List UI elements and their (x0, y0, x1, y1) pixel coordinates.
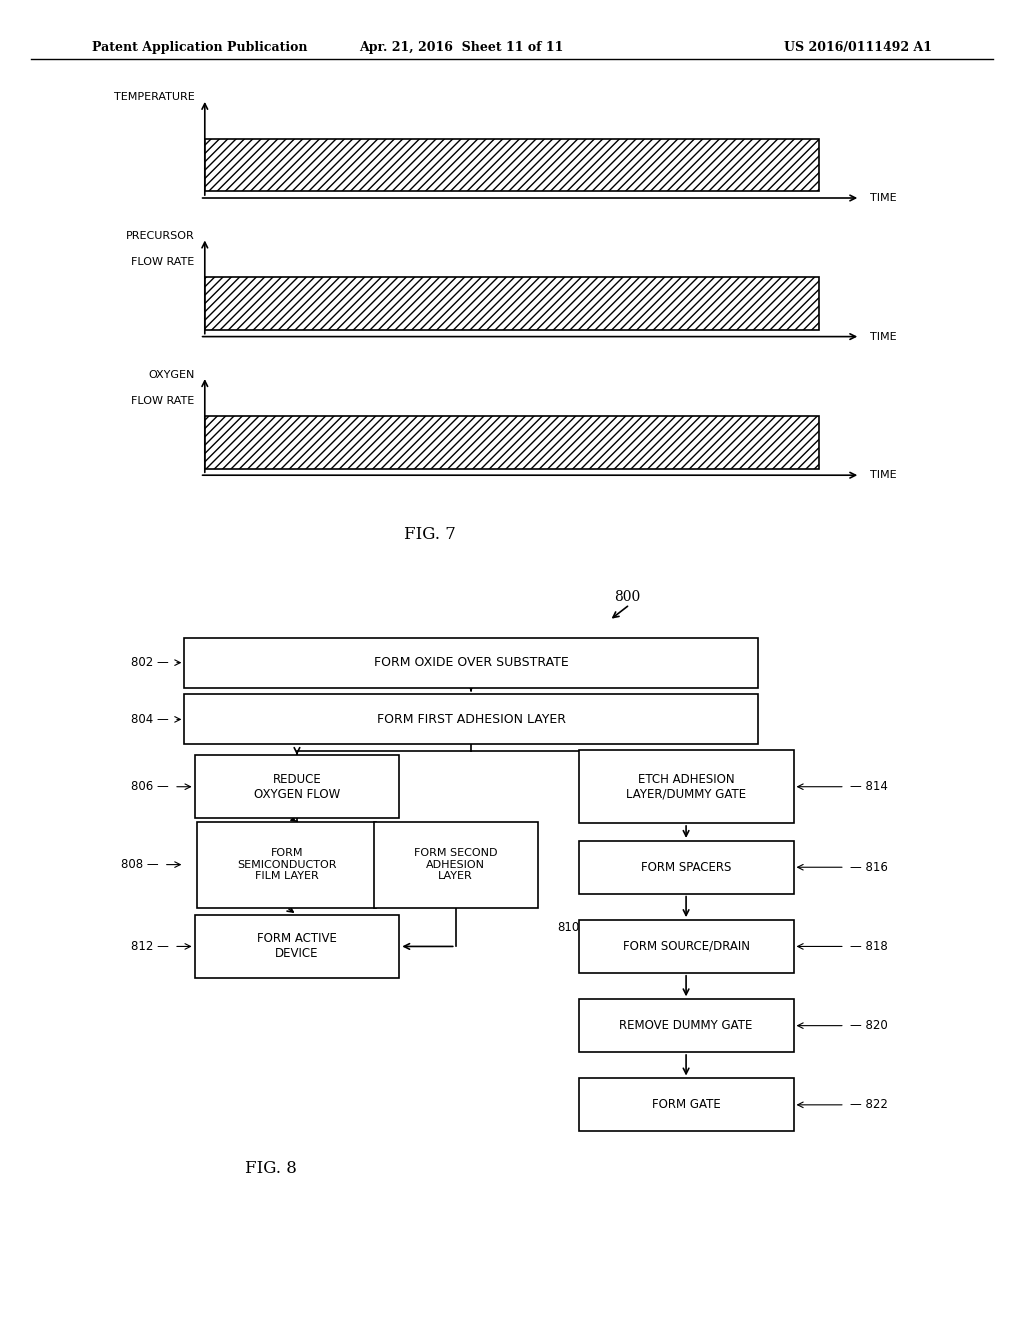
Text: — 820: — 820 (850, 1019, 888, 1032)
Text: FORM SECOND
ADHESION
LAYER: FORM SECOND ADHESION LAYER (414, 847, 498, 882)
Text: — 822: — 822 (850, 1098, 888, 1111)
Text: US 2016/0111492 A1: US 2016/0111492 A1 (783, 41, 932, 54)
Text: REDUCE
OXYGEN FLOW: REDUCE OXYGEN FLOW (254, 772, 340, 801)
Text: TEMPERATURE: TEMPERATURE (114, 92, 195, 103)
Text: FLOW RATE: FLOW RATE (131, 257, 195, 268)
FancyBboxPatch shape (374, 821, 538, 908)
Text: FIG. 7: FIG. 7 (404, 527, 456, 543)
Text: TIME: TIME (870, 470, 897, 480)
Text: Apr. 21, 2016  Sheet 11 of 11: Apr. 21, 2016 Sheet 11 of 11 (358, 41, 563, 54)
Text: TIME: TIME (870, 193, 897, 203)
Text: FORM ACTIVE
DEVICE: FORM ACTIVE DEVICE (257, 932, 337, 961)
Text: FORM SOURCE/DRAIN: FORM SOURCE/DRAIN (623, 940, 750, 953)
Text: 800: 800 (614, 590, 641, 603)
Text: FORM OXIDE OVER SUBSTRATE: FORM OXIDE OVER SUBSTRATE (374, 656, 568, 669)
Text: OXYGEN: OXYGEN (148, 370, 195, 380)
Text: 812 —: 812 — (131, 940, 169, 953)
FancyBboxPatch shape (579, 841, 794, 894)
Text: REMOVE DUMMY GATE: REMOVE DUMMY GATE (620, 1019, 753, 1032)
Text: 808 —: 808 — (121, 858, 159, 871)
Text: 810: 810 (557, 921, 580, 933)
Text: TIME: TIME (870, 331, 897, 342)
FancyBboxPatch shape (197, 821, 376, 908)
Bar (205, 416, 819, 469)
FancyBboxPatch shape (184, 638, 758, 688)
Text: FLOW RATE: FLOW RATE (131, 396, 195, 407)
Text: FIG. 8: FIG. 8 (246, 1160, 297, 1176)
Text: Patent Application Publication: Patent Application Publication (92, 41, 307, 54)
Text: 802 —: 802 — (131, 656, 169, 669)
Text: FORM FIRST ADHESION LAYER: FORM FIRST ADHESION LAYER (377, 713, 565, 726)
FancyBboxPatch shape (195, 755, 399, 818)
Text: ETCH ADHESION
LAYER/DUMMY GATE: ETCH ADHESION LAYER/DUMMY GATE (626, 772, 746, 801)
FancyBboxPatch shape (579, 1078, 794, 1131)
Text: — 816: — 816 (850, 861, 888, 874)
FancyBboxPatch shape (184, 694, 758, 744)
FancyBboxPatch shape (579, 999, 794, 1052)
Bar (205, 277, 819, 330)
FancyBboxPatch shape (579, 750, 794, 824)
Text: 806 —: 806 — (131, 780, 169, 793)
FancyBboxPatch shape (579, 920, 794, 973)
FancyBboxPatch shape (195, 915, 399, 978)
Text: FORM SPACERS: FORM SPACERS (641, 861, 731, 874)
Text: — 818: — 818 (850, 940, 888, 953)
Text: PRECURSOR: PRECURSOR (126, 231, 195, 242)
Text: FORM
SEMICONDUCTOR
FILM LAYER: FORM SEMICONDUCTOR FILM LAYER (237, 847, 337, 882)
Bar (205, 139, 819, 191)
Text: 804 —: 804 — (131, 713, 169, 726)
Text: — 814: — 814 (850, 780, 888, 793)
Text: FORM GATE: FORM GATE (651, 1098, 721, 1111)
